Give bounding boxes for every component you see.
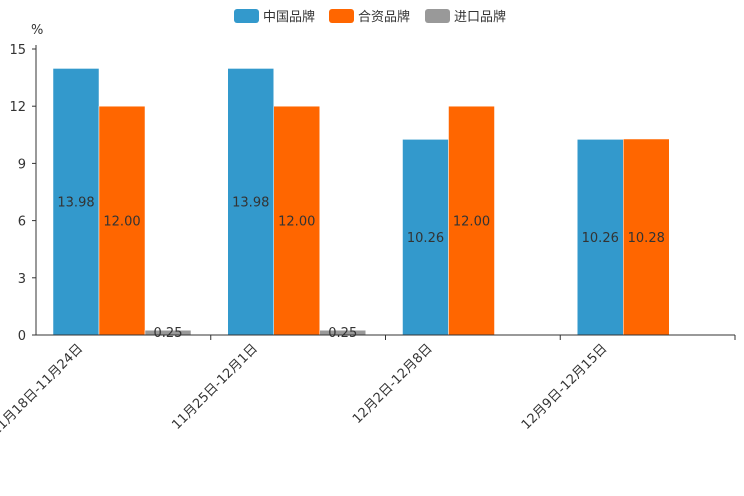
data-label-3-1: 0.25: [154, 326, 183, 341]
legend-swatch-1: [234, 9, 259, 23]
bar-2-3: [448, 105, 495, 336]
legend-swatch-2: [329, 9, 354, 23]
legend-swatch-3: [425, 9, 450, 23]
data-label-1-1: 13.98: [57, 196, 94, 211]
bar-2-1: [98, 105, 146, 336]
data-label-1-2: 13.98: [232, 196, 269, 211]
legend-label-2: 合资品牌: [358, 9, 410, 25]
y-tick-label: 9: [18, 157, 26, 172]
data-label-2-4: 10.28: [628, 231, 665, 246]
legend: 中国品牌 合资品牌 进口品牌: [234, 9, 506, 25]
data-label-1-4: 10.26: [582, 231, 619, 246]
x-tick-label-1: 11月18日-11月24日: [0, 341, 86, 438]
x-tick-label-4: 12月9日-12月15日: [519, 341, 611, 433]
bar-1-4: [577, 139, 624, 336]
bar-2-2: [273, 105, 320, 336]
data-label-2-3: 12.00: [453, 215, 490, 230]
legend-label-3: 进口品牌: [454, 9, 506, 25]
x-axis: 11月18日-11月24日 11月25日-12月1日 12月2日-12月8日 12月9…: [0, 334, 736, 439]
y-axis-unit: %: [31, 23, 43, 38]
bar-1-3: [402, 139, 449, 336]
y-tick-label: 0: [18, 329, 26, 344]
data-label-1-3: 10.26: [407, 231, 444, 246]
data-label-2-2: 12.00: [278, 215, 315, 230]
bar-1-2: [227, 68, 274, 336]
data-label-3-2: 0.25: [328, 326, 357, 341]
legend-label-1: 中国品牌: [263, 9, 315, 25]
y-tick-label: 3: [18, 272, 26, 287]
y-axis: 0 3 6 9 12 15: [9, 43, 37, 344]
y-tick-label: 15: [9, 43, 26, 58]
x-tick-label-3: 12月2日-12月8日: [350, 341, 436, 427]
y-tick-label: 12: [9, 100, 26, 115]
y-tick-label: 6: [18, 215, 26, 230]
bars: 13.98 12.00 0.25 13.98 12.00 0.25 10.26 12.00 10…: [52, 68, 670, 341]
x-tick-label-2: 11月25日-12月1日: [169, 341, 261, 433]
data-label-2-1: 12.00: [103, 215, 140, 230]
